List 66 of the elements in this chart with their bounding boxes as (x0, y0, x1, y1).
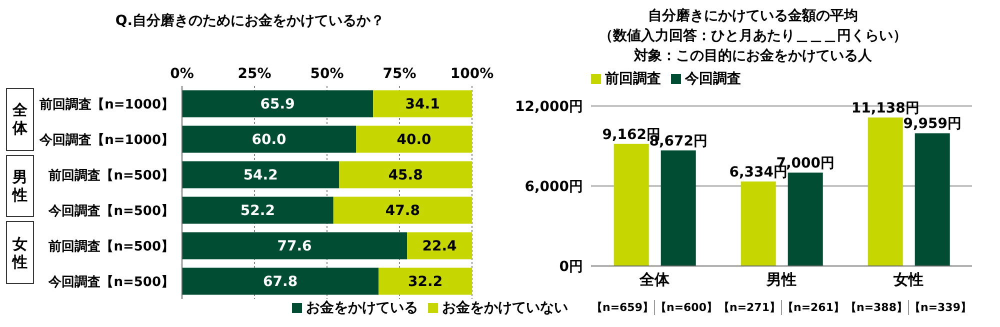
y-tick-label: 今回調査【n=1000】 (38, 132, 174, 148)
bar (182, 196, 334, 224)
group-box: 女性 (6, 221, 34, 284)
y-tick-label: 12,000円 (514, 98, 583, 115)
bar (788, 172, 823, 266)
y-tick-label: 0円 (559, 258, 583, 275)
legend-label: お金をかけていない (442, 300, 568, 316)
chart-title: Q.自分磨きのためにお金をかけているか？ (114, 12, 386, 30)
legend-label: 前回調査 (605, 71, 661, 87)
x-tick-label: 25% (238, 66, 272, 82)
data-label: 11,138円 (851, 100, 920, 116)
bar (373, 90, 472, 118)
text: 【n=388】 (845, 300, 908, 315)
x-tick-label: 50% (310, 66, 344, 82)
text: 【n=600】 (654, 300, 718, 315)
data-label: 60.0 (252, 132, 287, 148)
data-label: 45.8 (388, 168, 423, 184)
bar (182, 268, 379, 295)
x-tick-label: 全体 (638, 270, 670, 289)
legend-label: お金をかけている (306, 300, 418, 316)
bar (740, 182, 776, 266)
data-label: 32.2 (408, 274, 443, 290)
x-tick-label: 75% (382, 66, 416, 82)
x-tick-label: 女性 (892, 270, 924, 289)
text: 【n=659】 (591, 300, 654, 315)
bar (333, 196, 472, 224)
y-tick-label: 今回調査【n=500】 (48, 274, 174, 290)
group-box: 男性 (6, 154, 34, 218)
y-tick-label: 6,000円 (524, 178, 583, 195)
bar (182, 90, 374, 118)
x-tick-label: 男性 (766, 270, 796, 289)
data-label: 22.4 (422, 238, 458, 255)
x-tick-label: 0% (170, 66, 194, 82)
bar (182, 161, 340, 188)
bar (378, 268, 472, 295)
data-label: 52.2 (240, 203, 275, 220)
chart-title: 自分磨きにかけている金額の平均 (647, 7, 859, 26)
y-tick-label: 今回調査【n=500】 (48, 202, 174, 219)
chart-subtitle: （数値入力回答：ひと月あたり＿＿＿円くらい） (598, 27, 908, 46)
data-label: 67.8 (263, 274, 298, 290)
bar (660, 150, 696, 266)
text: 【n=271】 (718, 300, 781, 315)
bar (182, 126, 356, 153)
bar (614, 144, 649, 266)
text: 【n=339】 (908, 300, 972, 315)
data-label: 47.8 (385, 203, 420, 220)
data-label: 65.9 (260, 96, 295, 113)
y-tick-label: 前回調査【n=500】 (48, 167, 174, 184)
legend-label: 今回調査 (685, 71, 741, 87)
bar (407, 232, 472, 260)
data-label: 54.2 (243, 168, 278, 184)
group-box: 全体 (6, 88, 34, 151)
bar (868, 117, 903, 266)
bar (914, 133, 950, 266)
data-label: 34.1 (405, 96, 440, 113)
data-label: 77.6 (277, 238, 312, 255)
x-tick-label: 100% (450, 66, 494, 82)
data-label: 9,959円 (903, 116, 962, 132)
bar (182, 232, 408, 260)
y-tick-label: 前回調査【n=1000】 (38, 96, 174, 112)
text: 対象：この目的にお金をかけている人 (632, 46, 873, 66)
y-tick-label: 前回調査【n=500】 (48, 238, 174, 254)
bar (339, 161, 472, 188)
data-label: 40.0 (396, 132, 432, 148)
bar (356, 126, 472, 153)
text: 【n=261】 (781, 300, 845, 315)
